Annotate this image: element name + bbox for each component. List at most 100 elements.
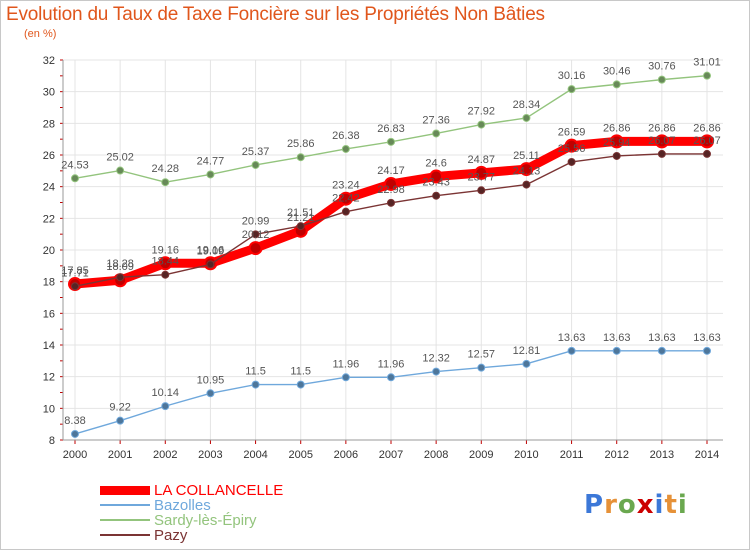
series-point: [519, 162, 534, 177]
series-point: [71, 429, 79, 438]
data-label: 20.99: [242, 215, 270, 227]
series-point: [522, 359, 531, 368]
data-label: 11.5: [245, 366, 266, 378]
data-label: 11.96: [332, 358, 359, 370]
legend-swatch: [100, 519, 150, 521]
data-label: 24.17: [377, 165, 405, 177]
logo-letter: t: [664, 490, 678, 520]
logo-letter: i: [654, 490, 665, 520]
x-tick-label: 2002: [153, 449, 177, 461]
data-label: 21.51: [287, 207, 315, 219]
series-point: [384, 176, 398, 191]
logo-letter: o: [617, 490, 637, 520]
x-tick-label: 2006: [334, 449, 358, 461]
data-label: 25.11: [513, 150, 540, 162]
data-label: 27.36: [422, 114, 450, 126]
data-label: 24.13: [513, 166, 541, 178]
y-tick-label: 30: [43, 87, 55, 99]
line-chart: 8 10 12 14 16 18 20 22 24 26 28 30 32 2000 2001 2002 200…: [43, 55, 723, 461]
data-label: 21.21: [287, 212, 315, 224]
data-label: 26.59: [558, 127, 586, 139]
series-point: [477, 363, 486, 372]
data-label: 13.63: [693, 332, 721, 344]
logo-letter: i: [677, 490, 688, 520]
data-label: 22.98: [377, 184, 405, 196]
data-label: 24.6: [425, 158, 446, 170]
data-label: 26.86: [603, 122, 631, 134]
series-point: [116, 273, 125, 282]
data-label: 12.57: [468, 349, 496, 361]
series-point: [387, 373, 395, 382]
series-point: [477, 120, 486, 129]
data-label: 19.16: [197, 244, 225, 256]
series-point: [522, 113, 531, 122]
legend-label: Bazolles: [154, 497, 211, 514]
series-point: [71, 282, 79, 291]
axes: 8 10 12 14 16 18 20 22 24 26 28 30 32 2000 2001 2002 200…: [43, 55, 723, 461]
legend-item: Bazolles: [100, 498, 360, 513]
series-point: [429, 169, 444, 184]
series-point: [158, 256, 173, 271]
series-point: [612, 346, 621, 355]
series-point: [612, 80, 621, 89]
data-label: 24.87: [468, 154, 496, 166]
data-label: 17.71: [61, 267, 89, 279]
y-tick-label: 28: [43, 118, 55, 130]
series-point: [654, 134, 669, 149]
x-tick-label: 2009: [469, 449, 493, 461]
series-point: [567, 157, 576, 166]
data-label: 24.77: [197, 155, 225, 167]
series-point: [296, 222, 305, 231]
series-point: [341, 207, 350, 216]
series-point: [161, 178, 170, 187]
data-label: 28.34: [513, 99, 541, 111]
legend-item: Pazy: [100, 528, 360, 543]
data-label: 31.01: [693, 57, 721, 69]
x-tick-label: 2008: [424, 449, 448, 461]
data-label: 23.43: [422, 177, 450, 189]
x-tick-label: 2004: [243, 449, 267, 461]
y-tick-label: 18: [43, 277, 55, 289]
y-tick-label: 8: [49, 435, 55, 447]
series-point: [116, 166, 125, 175]
series-point: [71, 174, 79, 183]
series-point: [161, 270, 170, 279]
logo-letter: x: [636, 490, 655, 520]
series-layer: [68, 71, 714, 438]
logo-letter: P: [584, 490, 605, 520]
data-label: 17.85: [61, 265, 89, 277]
series-point: [477, 186, 486, 195]
y-tick-label: 26: [43, 150, 55, 162]
data-label: 25.86: [287, 138, 315, 150]
series-point: [341, 144, 350, 153]
legend-label: Sardy-lès-Épiry: [154, 512, 257, 529]
y-tick-label: 22: [43, 213, 55, 225]
chart-title: Evolution du Taux de Taxe Foncière sur l…: [6, 4, 545, 25]
series-point: [206, 170, 215, 179]
x-tick-label: 2012: [604, 449, 628, 461]
x-tick-label: 2007: [379, 449, 403, 461]
data-label: 27.92: [468, 106, 496, 118]
data-label: 30.46: [603, 65, 631, 77]
series-point: [703, 71, 711, 80]
series-point: [116, 416, 125, 425]
data-label: 30.76: [648, 61, 676, 73]
series-point: [567, 346, 576, 355]
data-label: 26.86: [693, 122, 721, 134]
data-label: 10.95: [197, 374, 225, 386]
data-label: 22.42: [332, 193, 360, 205]
series-point: [432, 191, 441, 200]
data-label: 26.83: [377, 123, 405, 135]
series-point: [522, 180, 531, 189]
series-point: [432, 129, 441, 138]
y-tick-label: 14: [43, 340, 55, 352]
series-point: [474, 165, 489, 180]
data-label: 23.77: [468, 171, 496, 183]
data-label: 24.28: [152, 163, 180, 175]
data-label: 18.44: [152, 256, 180, 268]
series-point: [248, 241, 263, 256]
data-label: 30.16: [558, 70, 586, 82]
series-point: [567, 85, 576, 94]
data-label: 25.94: [603, 137, 631, 149]
legend-item: LA COLLANCELLE: [100, 483, 360, 498]
